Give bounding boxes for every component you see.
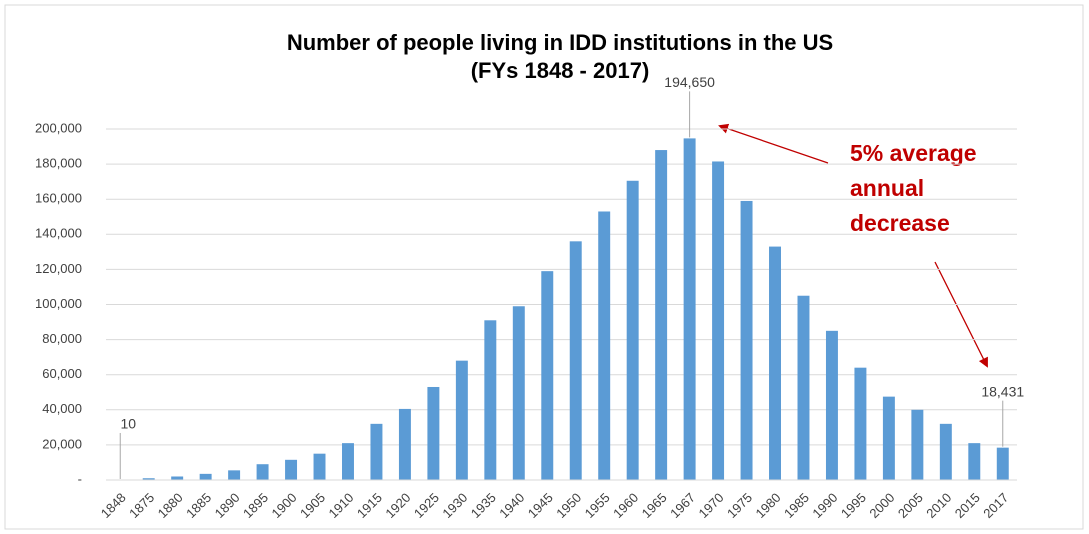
arrow xyxy=(934,261,988,368)
y-tick-label: 20,000 xyxy=(42,436,82,451)
bar xyxy=(512,306,525,480)
chart-subtitle: (FYs 1848 - 2017) xyxy=(471,58,650,83)
y-tick-label: 40,000 xyxy=(42,401,82,416)
bar xyxy=(313,453,326,480)
arrow xyxy=(718,123,829,164)
bar xyxy=(228,470,241,480)
annotation-text: annual xyxy=(850,175,924,201)
bar xyxy=(569,241,582,480)
y-tick-label: 60,000 xyxy=(42,366,82,381)
bar xyxy=(484,320,497,480)
bar xyxy=(854,367,867,480)
bar xyxy=(541,271,554,480)
chart-title: Number of people living in IDD instituti… xyxy=(287,30,833,55)
bar xyxy=(996,447,1009,480)
y-tick-label: - xyxy=(78,471,82,486)
annotation: 5% average annual decrease xyxy=(718,123,988,368)
annotation-text: 5% average xyxy=(850,140,977,166)
bar xyxy=(427,386,440,480)
bar xyxy=(626,180,639,480)
bar xyxy=(655,150,668,480)
y-tick-label: 120,000 xyxy=(35,261,82,276)
bar xyxy=(398,408,411,480)
bar xyxy=(911,409,924,480)
bar xyxy=(370,423,383,480)
y-tick-label: 140,000 xyxy=(35,226,82,241)
bar xyxy=(171,476,184,480)
bar xyxy=(455,360,468,480)
bar xyxy=(968,443,981,480)
y-tick-label: 80,000 xyxy=(42,331,82,346)
bar xyxy=(683,138,696,480)
data-label: 18,431 xyxy=(981,383,1024,399)
y-tick-label: 100,000 xyxy=(35,296,82,311)
bar xyxy=(142,478,155,480)
bar xyxy=(797,295,810,480)
bar xyxy=(598,211,611,481)
y-tick-label: 180,000 xyxy=(35,156,82,171)
bar xyxy=(285,459,298,480)
bar xyxy=(882,396,895,480)
bar xyxy=(199,473,212,480)
data-label: 10 xyxy=(120,416,136,432)
bar xyxy=(256,464,269,480)
y-tick-label: 160,000 xyxy=(35,191,82,206)
bar xyxy=(769,246,781,480)
bar xyxy=(740,200,753,480)
bar xyxy=(825,330,838,480)
data-label: 194,650 xyxy=(664,74,715,90)
y-tick-label: 200,000 xyxy=(35,120,82,135)
bar xyxy=(939,423,952,480)
bar xyxy=(712,161,725,480)
bar xyxy=(342,443,354,480)
annotation-text: decrease xyxy=(850,210,950,236)
